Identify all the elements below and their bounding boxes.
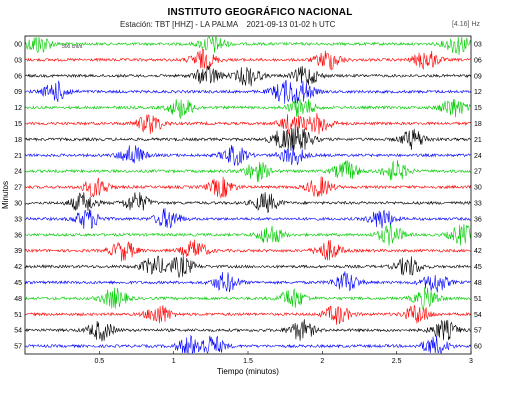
row-label-left: 33 [14, 216, 22, 223]
row-label-left: 18 [14, 137, 22, 144]
x-tick-label: 2 [320, 358, 324, 365]
row-label-left: 00 [14, 41, 22, 48]
row-label-left: 51 [14, 312, 22, 319]
trace-row-30 [24, 192, 471, 214]
trace-row-09 [24, 79, 472, 104]
row-label-right: 42 [474, 248, 482, 255]
scale-label: 500 cnt/s [62, 44, 83, 50]
chart-title: INSTITUTO GEOGRÁFICO NACIONAL [167, 7, 353, 18]
row-label-left: 24 [14, 169, 22, 176]
row-label-left: 27 [14, 185, 22, 192]
row-label-right: 48 [474, 280, 482, 287]
y-axis-label: Minutos [1, 181, 10, 209]
row-label-left: 21 [14, 153, 22, 160]
trace-row-42 [24, 255, 472, 278]
station-info: Estación: TBT [HHZ] - LA PALMA 2021-09-1… [120, 20, 341, 29]
x-tick-label: 1.5 [243, 358, 253, 365]
row-label-right: 33 [474, 200, 482, 207]
row-label-left: 54 [14, 328, 22, 335]
row-label-left: 36 [14, 232, 22, 239]
row-label-right: 30 [474, 185, 482, 192]
trace-row-54 [24, 319, 471, 342]
x-tick-label: 3 [469, 358, 473, 365]
trace-row-03 [24, 48, 471, 71]
row-label-left: 30 [14, 200, 22, 207]
trace-row-48 [24, 287, 471, 310]
x-tick-label: 0.5 [94, 358, 104, 365]
row-label-right: 54 [474, 312, 482, 319]
station-label: Estación: TBT [HHZ] - LA PALMA [120, 20, 239, 29]
row-label-right: 03 [474, 41, 482, 48]
row-label-right: 36 [474, 216, 482, 223]
row-label-right: 45 [474, 264, 482, 271]
row-label-left: 03 [14, 57, 22, 64]
datetime-label: 2021-09-13 01-02 h UTC [246, 20, 336, 29]
x-tick-label: 2.5 [392, 358, 402, 365]
row-label-right: 09 [474, 73, 482, 80]
row-label-right: 18 [474, 121, 482, 128]
row-label-left: 15 [14, 121, 22, 128]
row-label-right: 24 [474, 153, 482, 160]
trace-row-33 [24, 208, 471, 229]
trace-row-45 [24, 271, 471, 293]
x-axis-label: Tiempo (minutos) [217, 367, 279, 376]
row-label-left: 48 [14, 296, 22, 303]
row-label-left: 09 [14, 89, 22, 96]
trace-row-06 [24, 64, 472, 87]
trace-row-12 [24, 99, 471, 119]
trace-row-00 [24, 36, 472, 55]
trace-row-18 [24, 126, 472, 151]
plot-frame [24, 35, 472, 355]
row-label-right: 12 [474, 89, 482, 96]
row-label-right: 15 [474, 105, 482, 112]
row-label-left: 57 [14, 344, 22, 351]
row-label-right: 21 [474, 137, 482, 144]
trace-row-15 [24, 112, 472, 135]
row-label-right: 06 [474, 57, 482, 64]
trace-row-36 [24, 223, 472, 246]
row-label-left: 39 [14, 248, 22, 255]
row-label-left: 12 [14, 105, 22, 112]
trace-group [24, 36, 472, 354]
row-label-right: 27 [474, 169, 482, 176]
row-label-right: 60 [474, 344, 482, 351]
trace-row-21 [24, 144, 471, 166]
row-label-right: 39 [474, 232, 482, 239]
trace-row-27 [24, 176, 472, 198]
row-label-left: 06 [14, 73, 22, 80]
trace-row-57 [24, 334, 472, 354]
row-label-right: 57 [474, 328, 482, 335]
row-label-right: 51 [474, 296, 482, 303]
trace-row-51 [24, 304, 472, 325]
trace-row-24 [24, 160, 472, 183]
x-tick-label: 1 [172, 358, 176, 365]
row-label-left: 45 [14, 280, 22, 287]
filter-label: [4.16] Hz [451, 21, 480, 28]
trace-row-39 [24, 239, 471, 262]
row-label-left: 42 [14, 264, 22, 271]
